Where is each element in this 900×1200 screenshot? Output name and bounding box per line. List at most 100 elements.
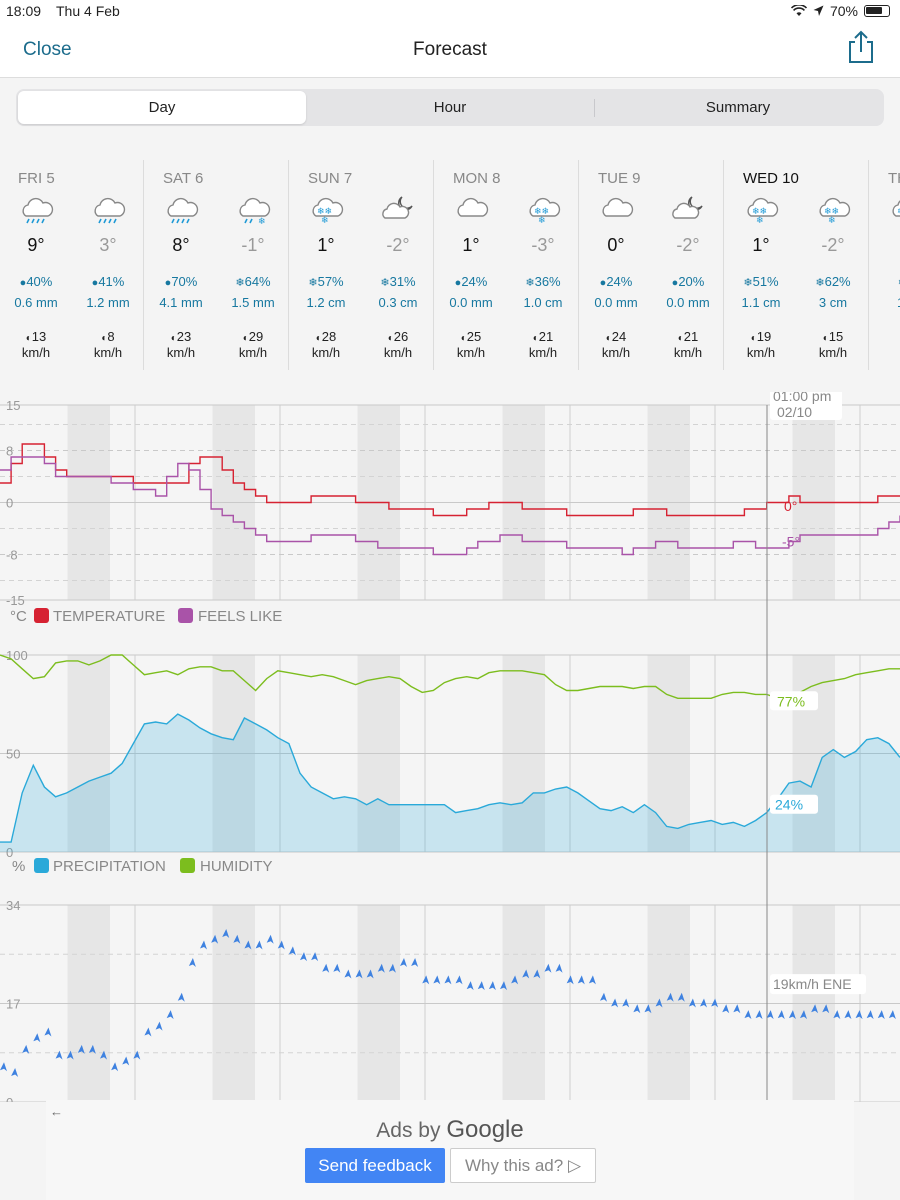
precip-amount: 1.2 cm [306,295,346,310]
wind-arrow-icon [266,934,274,944]
why-this-ad-button[interactable]: Why this ad? ▷ [450,1148,596,1183]
temperature: -3° [531,235,555,255]
humidity-legend-swatch [180,858,195,873]
wind-speed: ◐26 [387,329,409,344]
wind-arrow-icon [877,1010,885,1020]
snow-icon: ❄❄❄ [308,194,344,226]
wind-arrow-icon [355,969,363,979]
night-slot: ❄❄ ❄ -3° ❄36% 1.0 cm ◐21 km/h [507,160,579,370]
battery-icon [864,5,890,17]
daily-forecast[interactable]: FRI 5 9° ●40% 0.6 mm ◐13 km/h 3° ●41% 1.2 mm ◐8 km… [0,160,900,370]
tab-day[interactable]: Day [18,91,306,124]
wind-arrow-icon [622,998,630,1008]
wind-arrow-icon [477,981,485,991]
precip-amount: 1.2 mm [86,295,130,310]
temperature: 3° [99,235,117,255]
wind-arrow-icon [588,975,596,985]
close-button[interactable]: Close [23,39,72,60]
snowflake-icon: ❄ [815,277,825,289]
svg-text:❄❄: ❄❄ [534,207,549,217]
humidity-readout-bg [770,691,818,711]
sleet-icon: ❄ [235,194,271,227]
wind-arrow-icon [611,998,619,1008]
wind-arrow-icon [522,969,530,979]
feels-like-legend-swatch [178,608,193,623]
wind-speed: ◐8 [101,329,115,344]
day-column[interactable]: TUE 9 0° ●24% 0.0 mm ◐24 km/h -2° ●20% 0.0 mm ◐21… [580,160,724,370]
view-segmented-control: Day Hour Summary [16,89,884,126]
day-slot: 1° ●24% 0.0 mm ◐25 km/h [435,160,507,370]
wind-direction-icon: ◐ [387,333,394,344]
status-date: Thu 4 Feb [56,3,120,19]
day-column[interactable]: SUN 7 ❄❄ ❄ 1° ❄57% 1.2 cm ◐28 km/h -2° ❄31% 0.3 cm… [290,160,434,370]
raindrop-icon: ● [599,277,607,289]
day-column[interactable]: TH❄❄❄3❄61.0 [870,160,900,370]
wind-arrow-icon [788,1010,796,1020]
precip-chance: ❄64% [235,274,271,289]
wind-arrow-icon [100,1050,107,1060]
night-slot: ❄❄ ❄ -2° ❄62% 3 cm ◐15 km/h [797,160,869,370]
wind-arrow-icon [555,963,563,973]
day-slot: ❄❄❄3❄61.0 [870,160,900,370]
day-name: SAT 6 [163,170,204,187]
wind-arrow-icon [133,1050,141,1060]
day-column[interactable]: FRI 5 9° ●40% 0.6 mm ◐13 km/h 3° ●41% 1.2 mm ◐8 km… [0,160,144,370]
tab-summary[interactable]: Summary [594,91,882,124]
ads-by-google: Ads by Google [46,1116,854,1144]
wind-arrow-icon [233,934,241,944]
ad-back-icon[interactable]: ← [50,1104,63,1119]
wind-arrow-icon [222,928,230,938]
wind-arrow-icon [511,975,519,985]
wind-arrow-icon [200,940,207,950]
snowflake-icon: ❄ [898,277,900,289]
ads-by-label: Ads by [376,1119,441,1142]
wind-arrow-icon [855,1010,863,1020]
wind-arrow-icon [388,963,396,973]
raindrop-icon: ● [19,277,27,289]
day-column[interactable]: SAT 6 8° ●70% 4.1 mm ◐23 km/h ❄ -1° ❄64% 1.5 mm ◐2… [145,160,289,370]
day-column[interactable]: WED 10 ❄❄ ❄ 1° ❄51% 1.1 cm ◐19 km/h ❄❄ ❄ -2° ❄62% 3 … [725,160,869,370]
tick-label: 8 [6,444,13,459]
humidity-legend: HUMIDITY [200,858,273,875]
wind-direction-icon: ◐ [822,333,829,344]
wind-unit: km/h [166,345,196,360]
wind-arrow-icon [688,998,696,1008]
tab-hour[interactable]: Hour [433,99,467,116]
snowflake-icon: ❄ [235,277,245,289]
day-name: WED 10 [743,170,799,187]
wind-arrow-icon [11,1068,19,1078]
precip-chance: ❄31% [380,274,416,289]
day-slot: 0° ●24% 0.0 mm ◐24 km/h [580,160,652,370]
precip-chance: ●41% [91,274,125,289]
temperature: -2° [821,235,845,255]
wind-arrow-icon [166,1010,174,1020]
wind-arrow-icon [300,952,307,962]
wind-arrow-icon [22,1044,30,1054]
temperature: -2° [676,235,700,255]
google-logo: Google [446,1116,524,1143]
precip-chance: ❄57% [308,274,344,289]
wind-unit: km/h [456,345,486,360]
wind-arrow-icon [411,957,419,967]
snowflake-icon: ❄ [308,277,318,289]
precip-amount: 1.0 [870,295,900,310]
wind-arrow-icon [311,952,319,962]
location-icon [813,5,824,16]
precip-chance: ❄36% [525,274,561,289]
temperature: 1° [462,235,480,255]
cloudy-night-icon [670,194,706,224]
wind-arrow-icon [255,940,263,950]
status-right: 70% [790,3,890,19]
day-column[interactable]: MON 8 1° ●24% 0.0 mm ◐25 km/h ❄❄ ❄ -3° ❄36% 1.0 cm… [435,160,579,370]
share-icon[interactable] [846,30,876,64]
send-feedback-button[interactable]: Send feedback [305,1148,445,1183]
forecast-charts[interactable]: 15 8 0 -8 -15 100 50 0 34 17 0 0° -5° °C TEMPERATURE FE… [0,392,900,1102]
wind-direction-icon: ◐ [605,333,612,344]
unit-label: % [12,858,25,875]
wind-unit: km/h [528,345,558,360]
wind-direction-icon: ◐ [460,333,467,344]
wind-arrow-icon [833,1010,841,1020]
wind-speed: ◐23 [170,329,192,344]
precip-chance: ●24% [599,274,633,289]
rain-icon [163,194,199,224]
